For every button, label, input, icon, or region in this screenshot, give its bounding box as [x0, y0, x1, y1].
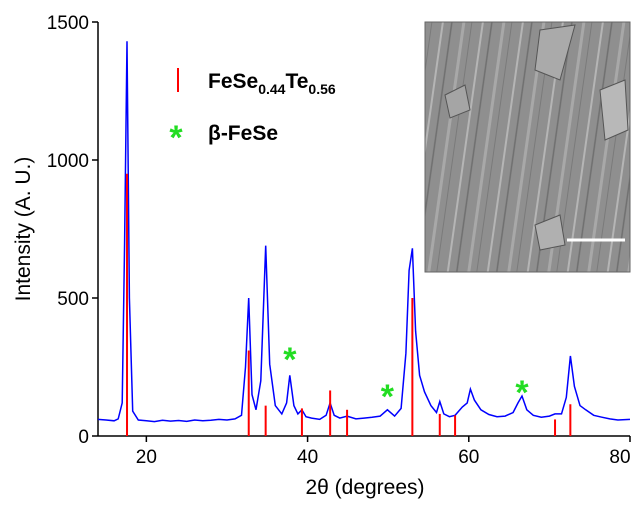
x-tick-label: 60 [458, 447, 479, 468]
y-tick-label: 1000 [47, 151, 89, 172]
legend-label: FeSe0.44Te0.56 [208, 70, 336, 97]
x-axis-label: 2θ (degrees) [305, 476, 424, 499]
y-tick-label: 500 [57, 289, 89, 310]
star-marker: * [283, 341, 297, 379]
y-axis-label: Intensity (A. U.) [12, 157, 35, 302]
inset-image [424, 21, 631, 273]
legend-symbol: * [169, 119, 183, 157]
x-tick-label: 40 [297, 447, 318, 468]
star-marker: * [381, 378, 395, 416]
legend-label: β-FeSe [208, 122, 278, 145]
x-tick-label: 20 [136, 447, 157, 468]
star-marker: * [515, 374, 529, 412]
y-tick-label: 1500 [47, 13, 89, 34]
x-tick-label: 80 [609, 447, 630, 468]
y-tick-label: 0 [78, 427, 89, 448]
data-line [97, 41, 631, 423]
